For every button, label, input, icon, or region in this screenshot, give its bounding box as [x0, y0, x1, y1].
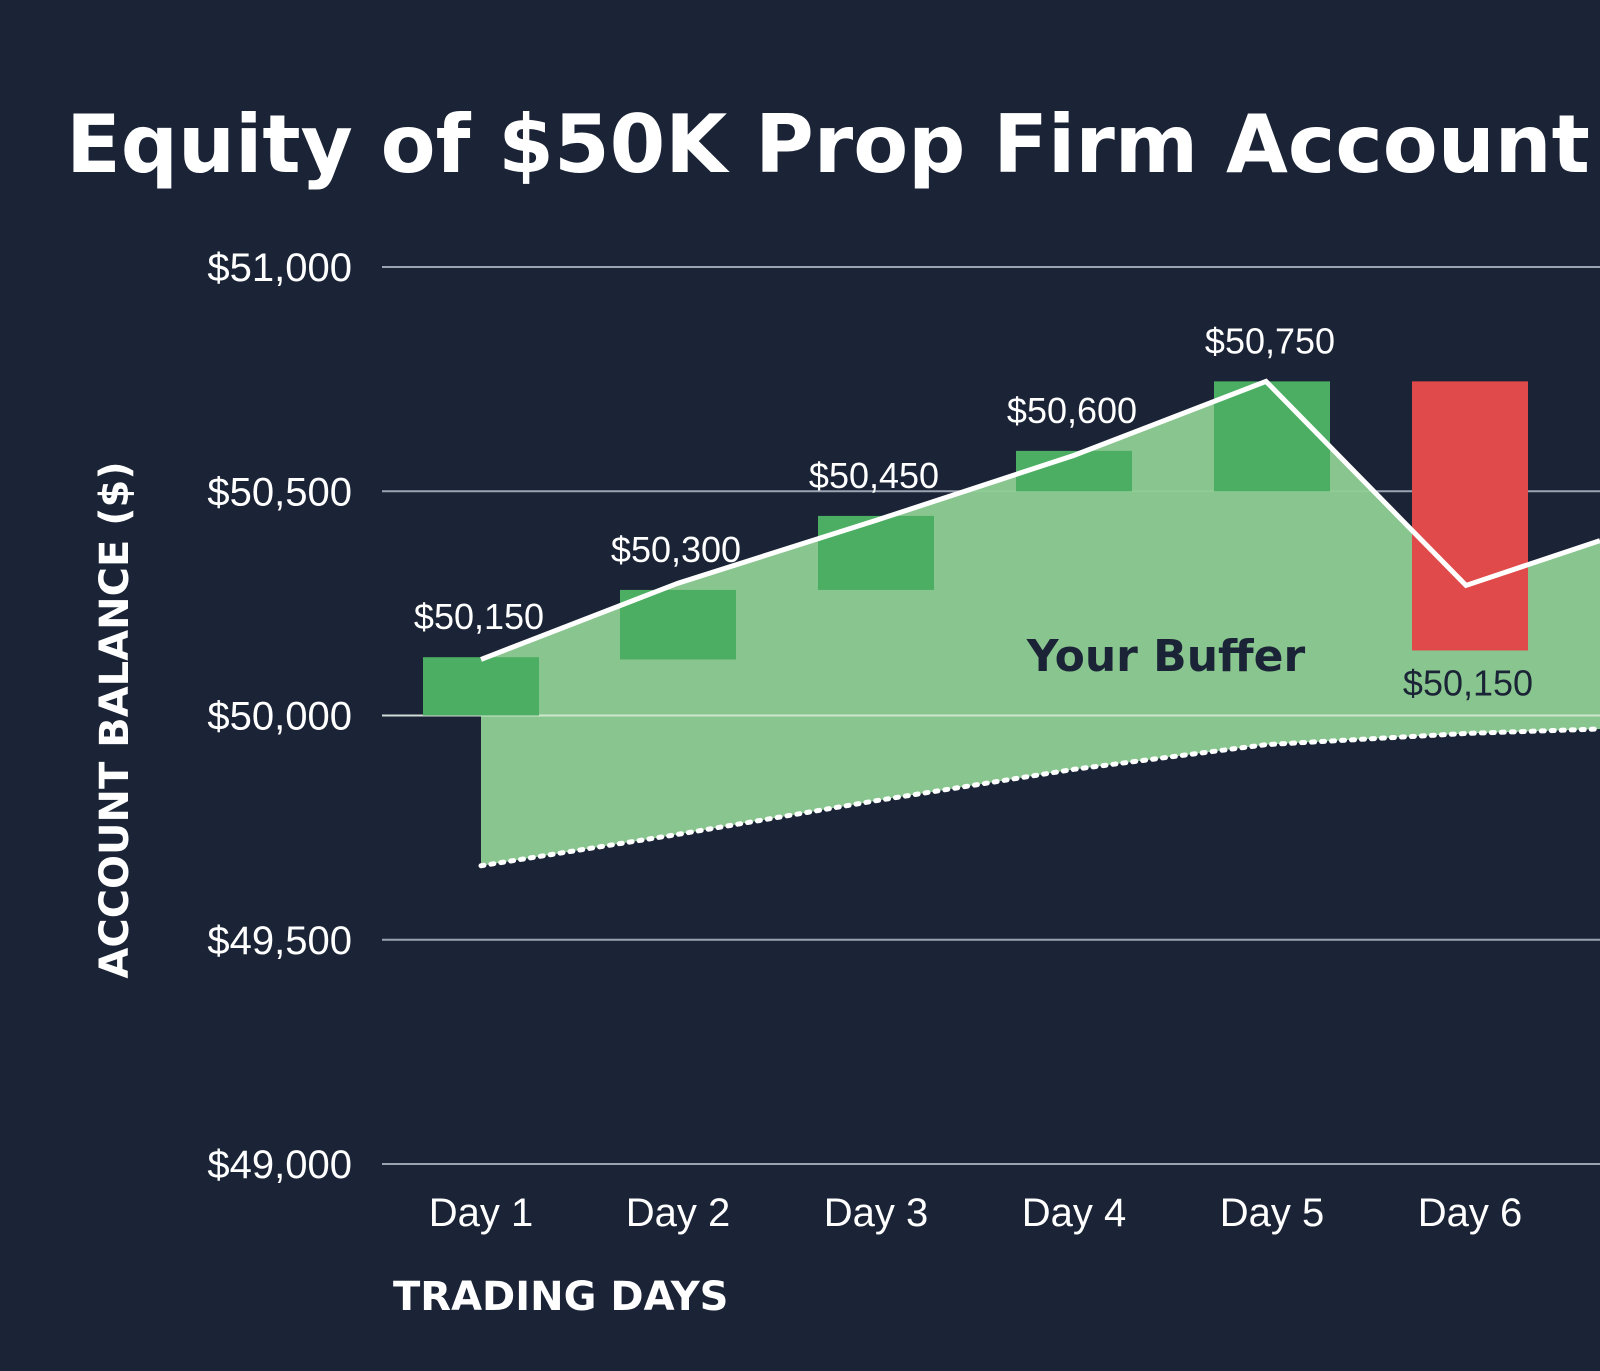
bars — [423, 381, 1528, 716]
x-tick-label: Day 1 — [429, 1191, 534, 1235]
equity-line — [480, 378, 1600, 662]
bar — [620, 589, 736, 660]
y-axis-ticks: $51,000 $50,500 $50,000 $49,500 $49,000 — [207, 246, 352, 1187]
equity-lines — [478, 378, 1600, 869]
y-axis-title: ACCOUNT BALANCE ($) — [92, 461, 138, 978]
data-labels: $50,150 $50,300 $50,450 $50,600 $50,750 $50,1… — [414, 320, 1533, 703]
x-tick-label: Day 6 — [1418, 1191, 1523, 1235]
data-label: $50,450 — [809, 455, 939, 496]
data-label: $50,150 — [1403, 662, 1533, 703]
x-tick-label: Day 2 — [626, 1191, 731, 1235]
y-tick-label: $50,000 — [207, 695, 352, 739]
data-label: $50,150 — [414, 596, 544, 637]
bar — [423, 657, 539, 716]
drawdown-floor-line — [478, 726, 1600, 869]
chart-title: Equity of $50K Prop Firm Account — [66, 98, 1590, 191]
x-axis-ticks: Day 1 Day 2 Day 3 Day 4 Day 5 Day 6 — [429, 1191, 1523, 1235]
buffer-annotation: Your Buffer — [1026, 631, 1306, 682]
bar — [818, 515, 934, 590]
y-tick-label: $50,500 — [207, 470, 352, 514]
y-tick-label: $49,500 — [207, 919, 352, 963]
x-tick-label: Day 3 — [824, 1191, 929, 1235]
data-label: $50,750 — [1205, 320, 1335, 361]
x-axis-title: TRADING DAYS — [393, 1274, 728, 1320]
buffer-region — [481, 381, 1600, 866]
buffer-area — [382, 381, 1600, 866]
bar — [1214, 381, 1330, 492]
data-label: $50,600 — [1007, 390, 1137, 431]
x-tick-label: Day 5 — [1220, 1191, 1325, 1235]
data-label: $50,300 — [611, 529, 741, 570]
y-tick-label: $49,000 — [207, 1143, 352, 1187]
x-tick-label: Day 4 — [1022, 1191, 1127, 1235]
bar — [1412, 381, 1528, 651]
y-tick-label: $51,000 — [207, 246, 352, 290]
